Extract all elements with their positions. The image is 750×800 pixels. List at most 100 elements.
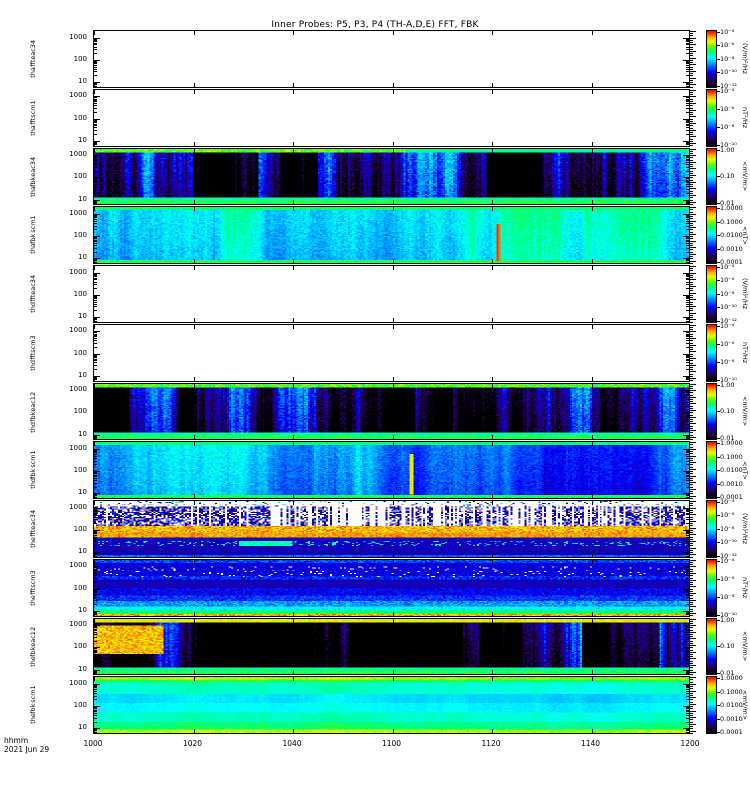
colorbar-gradient bbox=[706, 206, 717, 264]
y-tick-mark bbox=[686, 108, 689, 110]
y-tick-mark bbox=[94, 733, 97, 734]
x-axis: 1000 1020 1040 1100 1120 1140 1200 bbox=[83, 737, 699, 751]
y-tick-mark bbox=[683, 375, 689, 377]
panel-the-fft-scm3[interactable] bbox=[93, 558, 690, 617]
panel-tha-fft-scm1[interactable] bbox=[93, 88, 690, 147]
colorbar-unit-label: <nT> bbox=[741, 225, 749, 245]
panel-thd-fft-eac34[interactable] bbox=[93, 265, 690, 323]
right-axis-tick-mark bbox=[690, 220, 696, 222]
y-tick-mark bbox=[94, 631, 97, 633]
colorbar-tick-label: 0.0010 bbox=[720, 244, 743, 253]
y-tick-mark bbox=[94, 438, 97, 439]
right-axis-tick-mark bbox=[690, 620, 693, 622]
x-tick-mark bbox=[492, 324, 493, 329]
right-axis-tick-mark bbox=[690, 618, 696, 620]
right-axis-tick-mark bbox=[690, 690, 696, 692]
y-tick-mark bbox=[94, 258, 100, 260]
x-tick-mark bbox=[492, 670, 493, 675]
x-tick-mark bbox=[392, 729, 394, 733]
y-tick-mark bbox=[683, 610, 689, 612]
y-tick-mark bbox=[686, 695, 689, 697]
panel-tha-fbk-eac34[interactable] bbox=[93, 147, 690, 206]
colorbar-tick-mark bbox=[717, 126, 720, 128]
y-tick-mark bbox=[686, 708, 689, 710]
y-tick-mark bbox=[94, 530, 97, 532]
panel-label-line: thd bbox=[29, 420, 37, 432]
y-tick-mark bbox=[94, 421, 97, 423]
x-tick-mark bbox=[591, 559, 593, 564]
y-tick-mark bbox=[94, 38, 97, 40]
colorbar-unit-label: nT²/Hz bbox=[741, 577, 749, 599]
colorbar-tick-mark bbox=[717, 361, 720, 363]
y-tick-mark bbox=[683, 625, 689, 627]
y-tick-mark bbox=[94, 220, 97, 222]
right-axis-tick-mark bbox=[690, 706, 693, 708]
panel-thd-fbk-scm1[interactable] bbox=[93, 441, 690, 499]
y-tick-mark bbox=[94, 593, 97, 595]
colorbar-cb-bfbk-e: 1.0000 0.1000 0.0100 0.0010 0.0001 <mV/m> bbox=[694, 674, 750, 736]
x-tick-mark bbox=[94, 82, 95, 87]
x-tick-mark bbox=[94, 552, 95, 557]
y-tick-mark bbox=[686, 611, 689, 613]
right-axis-tick-mark bbox=[690, 66, 693, 68]
y-tick-mark bbox=[686, 186, 689, 188]
y-tick-mark bbox=[686, 452, 689, 454]
x-tick-mark bbox=[392, 200, 394, 205]
x-tick-mark bbox=[293, 552, 294, 557]
y-tick-mark bbox=[94, 239, 97, 241]
x-tick-mark bbox=[293, 501, 294, 505]
panel-label-line: fft bbox=[29, 587, 37, 595]
x-tick-mark bbox=[293, 89, 294, 94]
right-axis-tick-mark bbox=[690, 387, 693, 389]
panel-the-fft-eac34[interactable] bbox=[93, 500, 690, 558]
y-tick-mark bbox=[686, 673, 689, 674]
y-tick-mark bbox=[94, 630, 97, 632]
right-axis-tick-mark bbox=[690, 512, 693, 514]
right-axis-tick-mark bbox=[690, 253, 696, 255]
y-tick-mark bbox=[686, 699, 689, 701]
right-axis-tick-mark bbox=[690, 573, 696, 575]
right-axis-tick-mark bbox=[690, 222, 693, 224]
right-axis-tick-mark bbox=[690, 305, 696, 307]
y-tick-mark bbox=[686, 303, 689, 305]
panel-tha-fft-eac34[interactable] bbox=[93, 30, 690, 88]
y-tick-mark bbox=[94, 393, 97, 395]
panel-thd-fft-scm3[interactable] bbox=[93, 323, 690, 382]
y-tick-mark bbox=[94, 541, 97, 543]
right-axis-tick-mark bbox=[690, 155, 696, 157]
panel-label-line: fbk bbox=[29, 175, 37, 187]
x-tick-mark bbox=[193, 670, 195, 675]
y-tick-mark bbox=[686, 84, 689, 86]
panel-the-fbk-scm1[interactable] bbox=[93, 676, 690, 734]
y-tick-mark bbox=[94, 346, 97, 348]
right-axis-tick-mark bbox=[690, 331, 696, 333]
y-tick-label: 1000 bbox=[69, 267, 87, 276]
y-tick-mark bbox=[686, 568, 689, 570]
right-axis-tick-mark bbox=[690, 534, 696, 536]
y-tick-mark bbox=[686, 301, 689, 303]
y-tick-mark bbox=[94, 179, 97, 181]
y-tick-mark bbox=[686, 690, 689, 692]
panel-tha-fbk-scm1[interactable] bbox=[93, 206, 690, 264]
y-tick-mark bbox=[686, 156, 689, 158]
y-tick-mark bbox=[94, 566, 100, 568]
y-tick-mark bbox=[94, 333, 97, 335]
y-tick-mark bbox=[94, 247, 97, 249]
right-axis-tick-mark bbox=[690, 136, 696, 138]
right-axis-tick-mark bbox=[690, 179, 693, 181]
y-tick-mark bbox=[683, 236, 689, 238]
y-tick-mark bbox=[94, 684, 97, 686]
right-axis-tick-mark bbox=[690, 715, 693, 716]
panel-the-fbk-eac12[interactable] bbox=[93, 617, 690, 676]
y-tick-mark bbox=[94, 472, 97, 474]
y-tick-mark bbox=[94, 98, 97, 100]
right-axis-tick-mark bbox=[690, 710, 696, 712]
panel-label-line: eac12 bbox=[29, 626, 37, 646]
y-tick-mark bbox=[686, 130, 689, 132]
right-axis-tick-mark bbox=[690, 94, 693, 96]
x-tick-mark bbox=[392, 148, 394, 153]
y-tick-mark bbox=[94, 686, 97, 688]
y-tick-mark bbox=[94, 555, 97, 557]
panel-thd-fbk-eac12[interactable] bbox=[93, 382, 690, 441]
x-tick-mark bbox=[392, 435, 394, 440]
